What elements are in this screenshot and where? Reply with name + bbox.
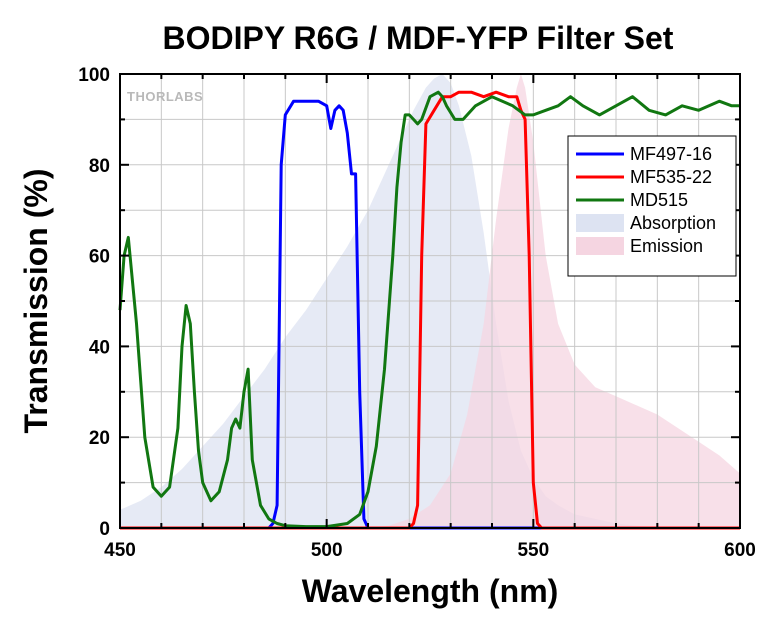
- x-tick-label: 550: [517, 540, 549, 561]
- legend-label: MF497-16: [630, 144, 712, 164]
- chart-title: BODIPY R6G / MDF-YFP Filter Set: [163, 20, 674, 56]
- legend-label: Emission: [630, 236, 703, 256]
- legend-label: MF535-22: [630, 167, 712, 187]
- y-tick-label: 0: [99, 519, 110, 540]
- y-tick-label: 60: [89, 247, 110, 268]
- legend-swatch-emission: [576, 237, 624, 255]
- area-emission: [120, 74, 740, 528]
- series-line-mf497-16: [120, 99, 740, 530]
- legend-swatch-absorption: [576, 214, 624, 232]
- x-tick-label: 600: [724, 540, 756, 561]
- x-axis-label: Wavelength (nm): [302, 573, 559, 609]
- x-tick-label: 500: [311, 540, 343, 561]
- y-tick-label: 20: [89, 428, 110, 449]
- y-tick-label: 100: [78, 65, 110, 86]
- legend-label: MD515: [630, 190, 688, 210]
- y-tick-label: 80: [89, 156, 110, 177]
- y-axis-label: Transmission (%): [18, 169, 54, 434]
- x-tick-label: 450: [104, 540, 136, 561]
- series-line-mf535-22: [120, 90, 740, 530]
- x-tick-labels: 450 500 550 600: [104, 540, 756, 561]
- series-line-md515: [118, 90, 740, 529]
- legend-label: Absorption: [630, 213, 716, 233]
- legend: MF497-16 MF535-22 MD515 Absorption Emission: [567, 135, 737, 277]
- axis-ticks: [119, 73, 741, 529]
- y-tick-label: 40: [89, 337, 110, 358]
- thorlabs-watermark: THORLABS: [127, 89, 203, 104]
- line-series-layer: [118, 90, 740, 530]
- y-tick-labels: 0 20 40 60 80 100: [78, 65, 110, 540]
